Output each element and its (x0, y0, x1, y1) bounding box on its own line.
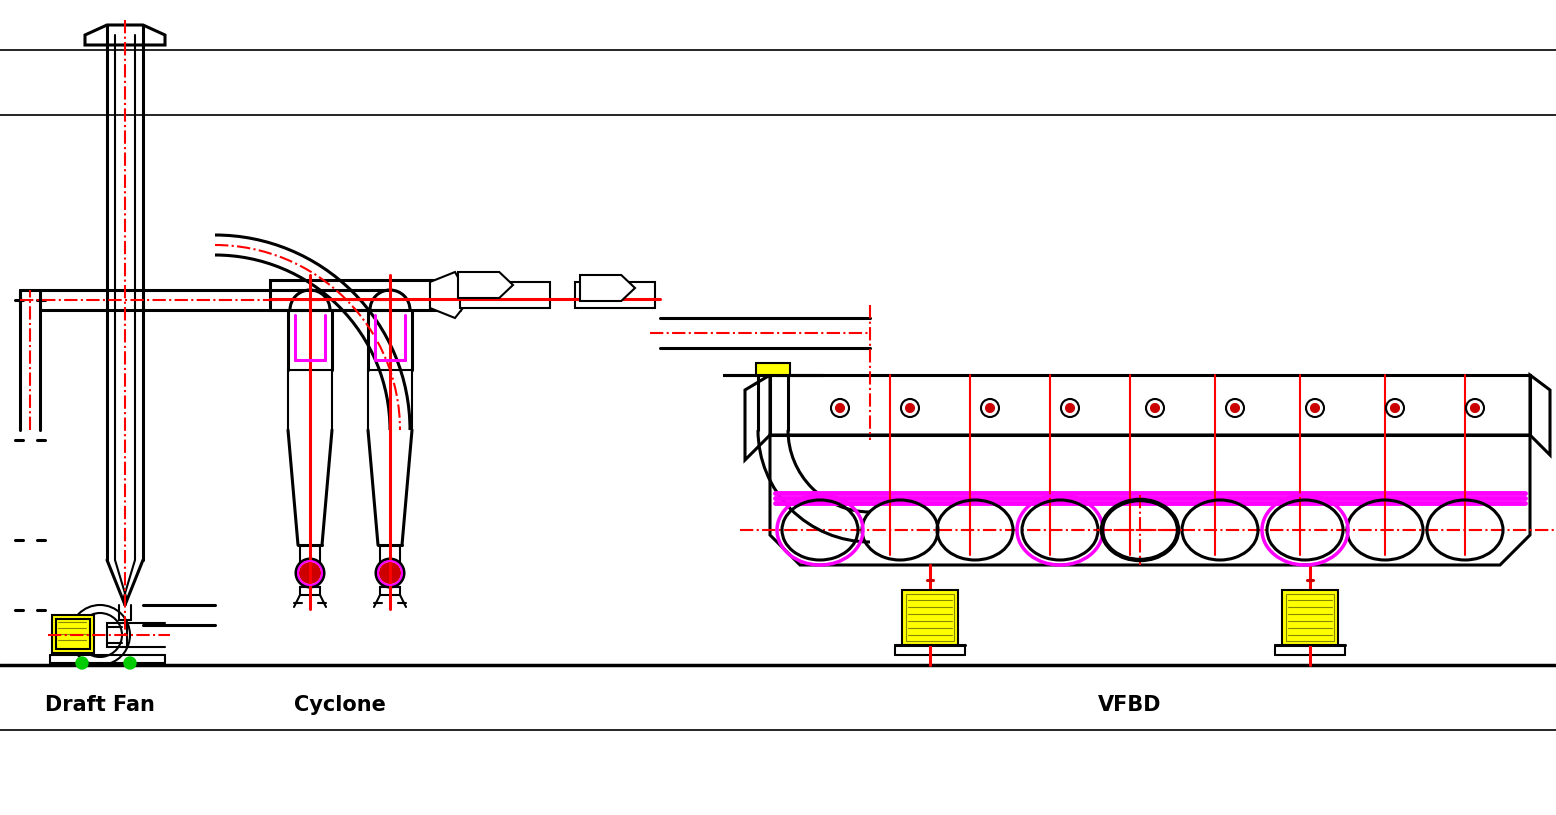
Text: VFBD: VFBD (1099, 695, 1162, 715)
Circle shape (1151, 404, 1159, 412)
Polygon shape (580, 275, 635, 301)
Bar (271, 280, 429, 310)
Bar (770, 375, 1530, 435)
Bar (51, 615, 93, 653)
Circle shape (836, 404, 843, 412)
Text: Draft Fan: Draft Fan (45, 695, 156, 715)
Bar (380, 587, 400, 595)
Circle shape (124, 657, 135, 669)
Bar (902, 590, 958, 645)
Circle shape (300, 563, 321, 583)
Bar (300, 587, 321, 595)
Circle shape (1470, 404, 1480, 412)
Bar (1285, 594, 1333, 641)
Bar (461, 282, 549, 308)
Bar (56, 619, 90, 649)
Bar (576, 282, 655, 308)
Circle shape (1312, 404, 1319, 412)
Circle shape (1066, 404, 1074, 412)
Circle shape (1231, 404, 1239, 412)
Circle shape (906, 404, 913, 412)
Bar (1282, 590, 1338, 645)
Polygon shape (457, 272, 513, 298)
Bar (756, 363, 790, 375)
Bar (107, 623, 128, 647)
Circle shape (76, 657, 89, 669)
Circle shape (1391, 404, 1399, 412)
Text: Cyclone: Cyclone (294, 695, 386, 715)
Polygon shape (429, 272, 470, 318)
Circle shape (380, 563, 400, 583)
Circle shape (987, 404, 994, 412)
Bar (906, 594, 954, 641)
